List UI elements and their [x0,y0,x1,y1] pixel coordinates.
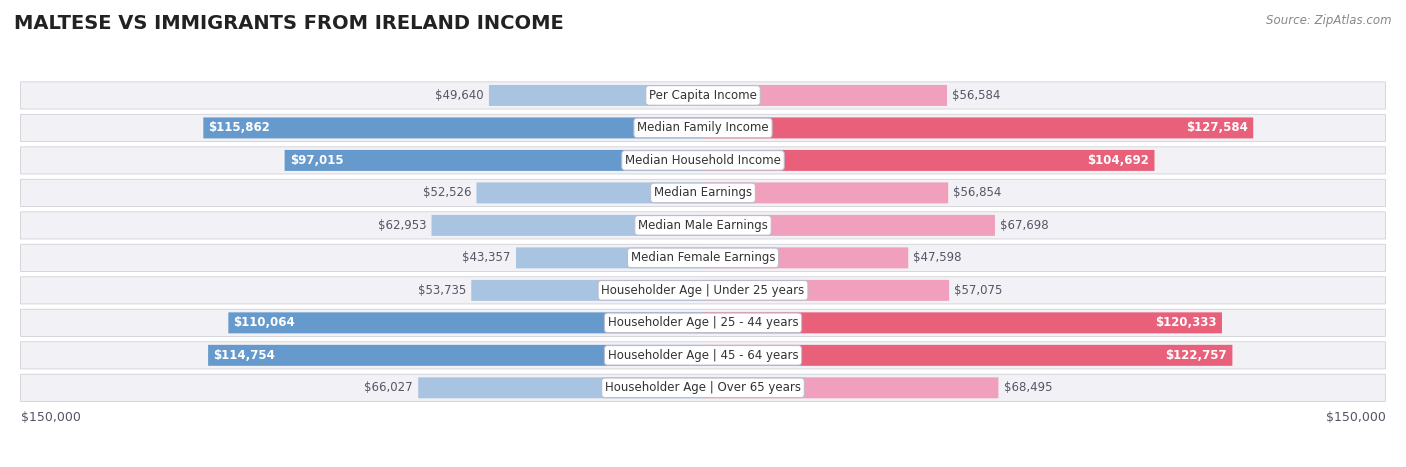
FancyBboxPatch shape [703,183,948,204]
Text: Householder Age | 45 - 64 years: Householder Age | 45 - 64 years [607,349,799,362]
Text: Median Family Income: Median Family Income [637,121,769,134]
FancyBboxPatch shape [21,212,1385,239]
Text: $115,862: $115,862 [208,121,270,134]
Text: $49,640: $49,640 [434,89,484,102]
Text: Per Capita Income: Per Capita Income [650,89,756,102]
Text: Householder Age | Over 65 years: Householder Age | Over 65 years [605,382,801,394]
FancyBboxPatch shape [21,374,1385,402]
FancyBboxPatch shape [208,345,703,366]
Text: $127,584: $127,584 [1187,121,1249,134]
Text: $110,064: $110,064 [233,316,295,329]
FancyBboxPatch shape [703,215,995,236]
FancyBboxPatch shape [703,85,948,106]
FancyBboxPatch shape [703,117,1253,138]
Text: $104,692: $104,692 [1087,154,1149,167]
FancyBboxPatch shape [284,150,703,171]
Text: Median Female Earnings: Median Female Earnings [631,251,775,264]
Text: $47,598: $47,598 [914,251,962,264]
FancyBboxPatch shape [204,117,703,138]
FancyBboxPatch shape [703,377,998,398]
FancyBboxPatch shape [703,345,1233,366]
FancyBboxPatch shape [703,248,908,269]
Text: $66,027: $66,027 [364,382,413,394]
Text: $53,735: $53,735 [418,284,465,297]
Text: $114,754: $114,754 [214,349,276,362]
Text: $62,953: $62,953 [378,219,426,232]
FancyBboxPatch shape [21,147,1385,174]
FancyBboxPatch shape [21,179,1385,206]
FancyBboxPatch shape [21,244,1385,271]
FancyBboxPatch shape [228,312,703,333]
Text: $43,357: $43,357 [463,251,510,264]
Text: $150,000: $150,000 [21,411,80,424]
FancyBboxPatch shape [432,215,703,236]
Text: $150,000: $150,000 [1326,411,1385,424]
FancyBboxPatch shape [21,114,1385,142]
Text: Median Male Earnings: Median Male Earnings [638,219,768,232]
Text: Householder Age | 25 - 44 years: Householder Age | 25 - 44 years [607,316,799,329]
FancyBboxPatch shape [471,280,703,301]
Text: $56,854: $56,854 [953,186,1001,199]
Text: $56,584: $56,584 [952,89,1001,102]
Text: Median Household Income: Median Household Income [626,154,780,167]
Text: $68,495: $68,495 [1004,382,1052,394]
FancyBboxPatch shape [21,309,1385,336]
FancyBboxPatch shape [703,280,949,301]
FancyBboxPatch shape [477,183,703,204]
FancyBboxPatch shape [21,82,1385,109]
FancyBboxPatch shape [703,312,1222,333]
FancyBboxPatch shape [516,248,703,269]
FancyBboxPatch shape [703,150,1154,171]
Text: $57,075: $57,075 [955,284,1002,297]
Text: Median Earnings: Median Earnings [654,186,752,199]
Text: $67,698: $67,698 [1000,219,1049,232]
Text: $120,333: $120,333 [1156,316,1216,329]
FancyBboxPatch shape [21,342,1385,369]
Text: $122,757: $122,757 [1166,349,1227,362]
Text: Source: ZipAtlas.com: Source: ZipAtlas.com [1267,14,1392,27]
FancyBboxPatch shape [21,277,1385,304]
Text: MALTESE VS IMMIGRANTS FROM IRELAND INCOME: MALTESE VS IMMIGRANTS FROM IRELAND INCOM… [14,14,564,33]
Text: Householder Age | Under 25 years: Householder Age | Under 25 years [602,284,804,297]
Text: $97,015: $97,015 [290,154,343,167]
FancyBboxPatch shape [418,377,703,398]
Text: $52,526: $52,526 [423,186,471,199]
FancyBboxPatch shape [489,85,703,106]
